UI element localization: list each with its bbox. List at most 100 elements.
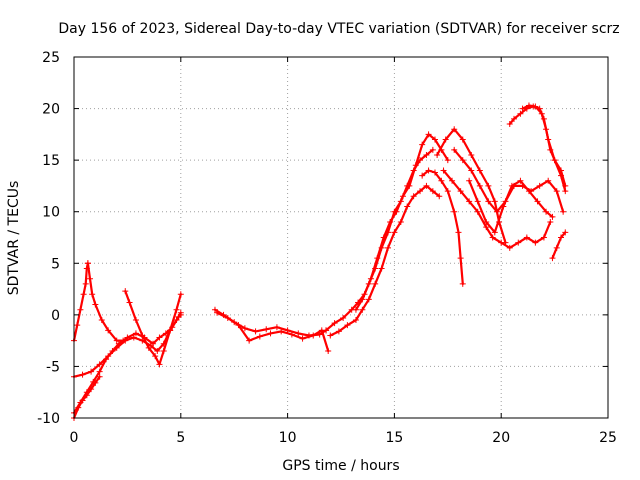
data-point-marker	[560, 208, 567, 215]
data-point-marker	[327, 332, 334, 339]
data-point-marker	[384, 229, 391, 236]
data-point-marker	[80, 291, 87, 298]
data-point-marker	[359, 306, 366, 313]
data-point-marker	[410, 167, 417, 174]
data-point-marker	[214, 309, 221, 316]
data-point-marker	[295, 330, 302, 337]
x-tick-label: 25	[599, 430, 617, 446]
data-point-marker	[543, 126, 550, 133]
data-point-marker	[246, 337, 253, 344]
y-tick-label: 25	[42, 50, 60, 66]
data-point-marker	[365, 280, 372, 287]
data-point-marker	[543, 208, 550, 215]
x-tick-label: 15	[385, 430, 403, 446]
data-point-marker	[372, 280, 379, 287]
data-point-marker	[523, 234, 530, 241]
data-point-marker	[491, 229, 498, 236]
data-point-marker	[553, 244, 560, 251]
data-point-marker	[160, 347, 167, 354]
data-point-marker	[449, 177, 456, 184]
data-point-marker	[410, 193, 417, 200]
data-point-marker	[562, 229, 569, 236]
data-point-marker	[515, 239, 522, 246]
data-point-marker	[551, 157, 558, 164]
data-point-marker	[89, 291, 96, 298]
data-point-marker	[77, 399, 84, 406]
data-point-marker	[241, 325, 248, 332]
y-tick-label: 15	[42, 153, 60, 169]
data-point-marker	[466, 198, 473, 205]
data-point-marker	[359, 296, 366, 303]
data-point-marker	[352, 306, 359, 313]
y-tick-label: 20	[42, 102, 60, 118]
data-point-marker	[325, 347, 332, 354]
x-tick-label: 20	[492, 430, 510, 446]
data-point-marker	[506, 244, 513, 251]
data-point-marker	[122, 288, 129, 295]
data-point-marker	[483, 219, 490, 226]
data-point-marker	[538, 110, 545, 117]
data-point-marker	[545, 177, 552, 184]
series-arc-16	[466, 177, 556, 236]
chart-title: Day 156 of 2023, Sidereal Day-to-day VTE…	[58, 21, 619, 37]
data-point-marker	[113, 344, 120, 351]
data-point-marker	[517, 177, 524, 184]
series-arc-10	[327, 182, 443, 339]
data-point-marker	[558, 167, 565, 174]
y-tick-label: 0	[51, 308, 60, 324]
data-point-marker	[434, 151, 441, 158]
data-point-marker	[152, 353, 159, 360]
data-point-marker	[468, 151, 475, 158]
data-point-marker	[130, 334, 137, 341]
y-tick-label: 5	[51, 256, 60, 272]
data-point-marker	[468, 167, 475, 174]
data-point-marker	[489, 234, 496, 241]
data-point-marker	[87, 275, 94, 282]
data-point-marker	[173, 317, 180, 324]
data-point-marker	[500, 203, 507, 210]
data-point-marker	[423, 151, 430, 158]
data-point-marker	[177, 291, 184, 298]
series-arc-14	[440, 167, 554, 251]
data-point-marker	[105, 327, 112, 334]
data-point-marker	[404, 203, 411, 210]
data-point-marker	[459, 280, 466, 287]
data-point-marker	[558, 234, 565, 241]
data-point-marker	[444, 157, 451, 164]
series-arc-11	[352, 146, 436, 313]
data-point-marker	[378, 244, 385, 251]
data-point-marker	[391, 208, 398, 215]
data-point-marker	[273, 324, 280, 331]
data-point-marker	[132, 317, 139, 324]
data-point-marker	[267, 330, 274, 337]
data-point-marker	[417, 188, 424, 195]
data-point-marker	[372, 265, 379, 272]
data-point-marker	[425, 167, 432, 174]
data-point-marker	[436, 193, 443, 200]
y-tick-label: -5	[46, 359, 60, 375]
data-point-marker	[476, 182, 483, 189]
data-point-marker	[425, 131, 432, 138]
data-point-marker	[397, 219, 404, 226]
data-point-marker	[506, 121, 513, 128]
data-point-marker	[474, 198, 481, 205]
data-point-marker	[459, 136, 466, 143]
data-point-marker	[263, 326, 270, 333]
data-traces	[71, 102, 569, 421]
data-point-marker	[397, 198, 404, 205]
data-point-marker	[88, 368, 95, 375]
data-point-marker	[438, 177, 445, 184]
data-point-marker	[419, 141, 426, 148]
data-point-marker	[476, 167, 483, 174]
series-line	[551, 231, 567, 260]
data-point-marker	[310, 332, 317, 339]
data-point-marker	[485, 182, 492, 189]
y-axis-label: SDTVAR / TECUs	[6, 181, 22, 296]
data-point-marker	[536, 182, 543, 189]
x-tick-label: 10	[279, 430, 297, 446]
x-tick-label: 0	[70, 430, 79, 446]
series-arc-12	[419, 167, 466, 287]
data-point-marker	[519, 105, 526, 112]
data-point-marker	[156, 334, 163, 341]
